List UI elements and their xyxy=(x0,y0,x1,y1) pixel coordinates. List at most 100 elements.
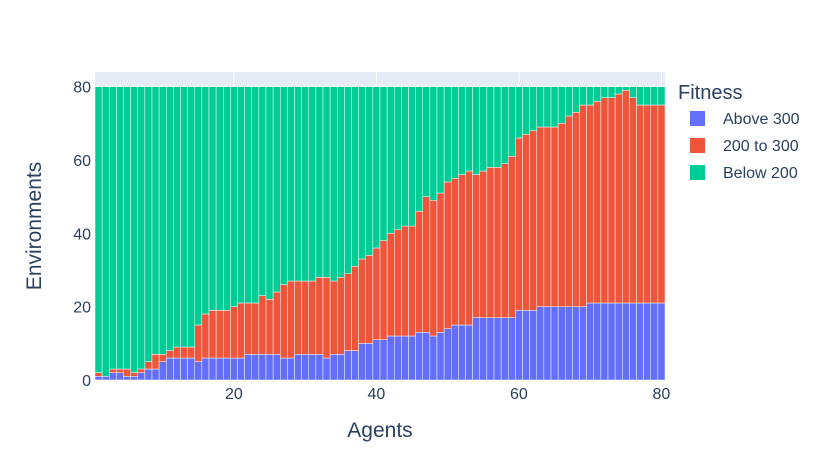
bar-segment[interactable] xyxy=(458,86,466,175)
bar-segment[interactable] xyxy=(351,86,359,267)
bar-segment[interactable] xyxy=(443,181,452,329)
bar-segment[interactable] xyxy=(586,86,594,106)
bar-segment[interactable] xyxy=(429,335,438,381)
bar-segment[interactable] xyxy=(116,86,124,370)
bar-segment[interactable] xyxy=(280,357,288,381)
bar-segment[interactable] xyxy=(600,302,609,381)
bar-segment[interactable] xyxy=(294,86,302,282)
bar-segment[interactable] xyxy=(351,266,359,351)
bar-segment[interactable] xyxy=(301,280,309,355)
bar-segment[interactable] xyxy=(386,335,395,381)
bar-segment[interactable] xyxy=(429,200,438,337)
bar-segment[interactable] xyxy=(622,90,630,304)
bar-segment[interactable] xyxy=(365,86,374,256)
bar-segment[interactable] xyxy=(657,104,666,304)
bar-segment[interactable] xyxy=(572,86,580,113)
bar-segment[interactable] xyxy=(265,86,274,300)
bar-segment[interactable] xyxy=(529,130,537,311)
bar-segment[interactable] xyxy=(607,302,616,381)
bar-segment[interactable] xyxy=(422,332,431,381)
bar-segment[interactable] xyxy=(408,335,416,381)
bar-segment[interactable] xyxy=(550,86,559,128)
bar-segment[interactable] xyxy=(144,361,153,370)
bar-segment[interactable] xyxy=(429,86,438,201)
bar-segment[interactable] xyxy=(436,86,445,194)
bar-segment[interactable] xyxy=(386,233,395,337)
bar-segment[interactable] xyxy=(251,302,260,355)
bar-segment[interactable] xyxy=(593,302,602,381)
bar-segment[interactable] xyxy=(237,302,245,359)
bar-segment[interactable] xyxy=(365,255,374,344)
bar-segment[interactable] xyxy=(458,174,466,326)
bar-segment[interactable] xyxy=(329,354,338,381)
bar-segment[interactable] xyxy=(337,354,345,381)
bar-segment[interactable] xyxy=(215,86,224,311)
bar-segment[interactable] xyxy=(629,302,637,381)
bar-segment[interactable] xyxy=(180,86,188,348)
bar-segment[interactable] xyxy=(244,302,252,355)
bar-segment[interactable] xyxy=(151,86,160,355)
bar-segment[interactable] xyxy=(543,86,552,128)
bar-segment[interactable] xyxy=(315,354,324,381)
bar-segment[interactable] xyxy=(515,137,523,311)
bar-segment[interactable] xyxy=(472,317,480,381)
bar-segment[interactable] xyxy=(379,339,388,381)
bar-segment[interactable] xyxy=(508,317,516,381)
bar-segment[interactable] xyxy=(287,357,295,381)
bar-segment[interactable] xyxy=(486,167,495,318)
bar-segment[interactable] xyxy=(344,350,352,381)
bar-segment[interactable] xyxy=(565,306,573,381)
bar-segment[interactable] xyxy=(394,229,402,337)
legend-swatch[interactable] xyxy=(690,111,705,126)
bar-segment[interactable] xyxy=(458,324,466,381)
bar-segment[interactable] xyxy=(315,86,324,278)
bar-segment[interactable] xyxy=(308,354,317,381)
bar-segment[interactable] xyxy=(187,357,195,381)
bar-segment[interactable] xyxy=(643,104,651,304)
bar-segment[interactable] xyxy=(187,346,195,359)
bar-segment[interactable] xyxy=(223,86,231,311)
bar-segment[interactable] xyxy=(636,104,644,304)
bar-segment[interactable] xyxy=(550,306,559,381)
bar-segment[interactable] xyxy=(208,310,217,359)
bar-segment[interactable] xyxy=(358,258,366,344)
bar-segment[interactable] xyxy=(629,86,637,98)
bar-segment[interactable] xyxy=(244,354,252,381)
bar-segment[interactable] xyxy=(622,302,630,381)
bar-segment[interactable] xyxy=(272,354,281,381)
bar-segment[interactable] xyxy=(94,376,103,381)
bar-segment[interactable] xyxy=(565,86,573,117)
bar-segment[interactable] xyxy=(94,372,103,377)
bar-segment[interactable] xyxy=(557,86,566,124)
bar-segment[interactable] xyxy=(173,357,181,381)
bar-segment[interactable] xyxy=(614,93,623,304)
bar-segment[interactable] xyxy=(344,273,352,351)
bar-segment[interactable] xyxy=(215,310,224,359)
bar-segment[interactable] xyxy=(401,335,409,381)
bar-segment[interactable] xyxy=(358,343,366,381)
bar-segment[interactable] xyxy=(500,163,509,318)
bar-segment[interactable] xyxy=(486,317,495,381)
bar-segment[interactable] xyxy=(579,104,587,307)
bar-segment[interactable] xyxy=(272,86,281,293)
bar-segment[interactable] xyxy=(322,86,331,278)
bar-segment[interactable] xyxy=(500,86,509,164)
bar-segment[interactable] xyxy=(94,86,103,373)
bar-segment[interactable] xyxy=(614,86,623,95)
bar-segment[interactable] xyxy=(151,368,160,381)
bar-segment[interactable] xyxy=(522,310,530,381)
bar-segment[interactable] xyxy=(386,86,395,234)
bar-segment[interactable] xyxy=(451,178,459,326)
bar-segment[interactable] xyxy=(372,339,381,381)
bar-segment[interactable] xyxy=(401,225,409,337)
bar-segment[interactable] xyxy=(101,86,110,377)
bar-segment[interactable] xyxy=(650,86,659,106)
bar-segment[interactable] xyxy=(237,357,245,381)
bar-segment[interactable] xyxy=(372,86,381,249)
bar-segment[interactable] xyxy=(593,101,602,304)
bar-segment[interactable] xyxy=(294,280,302,355)
bar-segment[interactable] xyxy=(358,86,366,260)
bar-segment[interactable] xyxy=(515,86,523,139)
bar-segment[interactable] xyxy=(166,350,174,359)
bar-segment[interactable] xyxy=(493,86,502,168)
